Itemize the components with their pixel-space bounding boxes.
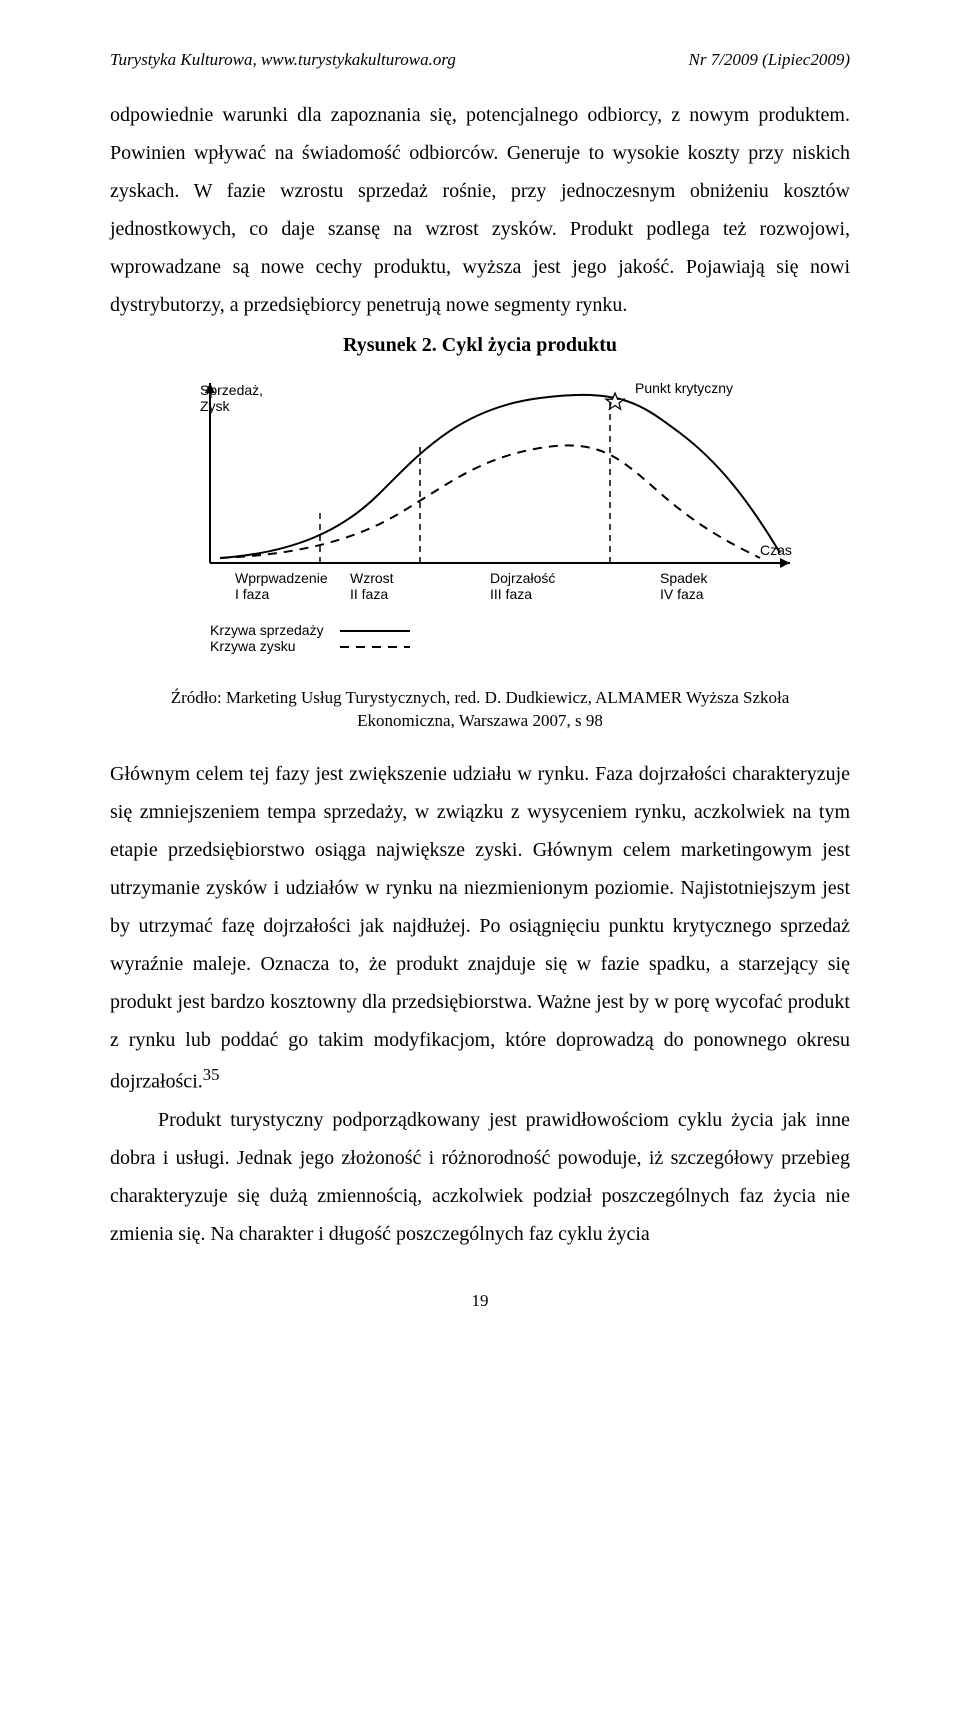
phase-2-bottom: II faza [350, 586, 388, 602]
paragraph-3: Produkt turystyczny podporządkowany jest… [110, 1101, 850, 1253]
page-number: 19 [110, 1291, 850, 1311]
phase-4-top: Spadek [660, 570, 708, 586]
paragraph-2: Głównym celem tej fazy jest zwiększenie … [110, 755, 850, 1101]
header-right: Nr 7/2009 (Lipiec2009) [689, 50, 851, 70]
figure-title: Rysunek 2. Cykl życia produktu [110, 334, 850, 357]
x-label: Czas [760, 542, 792, 558]
phase-3-bottom: III faza [490, 586, 532, 602]
y-label-1: Sprzedaż, [200, 382, 263, 398]
figure-chart: Sprzedaż, Zysk Punkt krytyczny Czas Wprp… [120, 363, 840, 683]
legend-profit-label: Krzywa zysku [210, 638, 296, 654]
figure-source-line1: Źródło: Marketing Usług Turystycznych, r… [171, 688, 790, 707]
figure-source-line2: Ekonomiczna, Warszawa 2007, s 98 [357, 711, 603, 730]
phase-1-top: Wprpwadzenie [235, 570, 328, 586]
phase-1-bottom: I faza [235, 586, 269, 602]
legend-sales-label: Krzywa sprzedaży [210, 622, 324, 638]
phase-4-bottom: IV faza [660, 586, 704, 602]
footnote-ref-35: 35 [203, 1065, 220, 1084]
header-left: Turystyka Kulturowa, www.turystykakultur… [110, 50, 456, 70]
critical-point-label: Punkt krytyczny [635, 380, 733, 396]
paragraph-1: odpowiednie warunki dla zapoznania się, … [110, 96, 850, 324]
phase-3-top: Dojrzałość [490, 570, 555, 586]
y-label-2: Zysk [200, 398, 231, 414]
phase-2-top: Wzrost [350, 570, 394, 586]
